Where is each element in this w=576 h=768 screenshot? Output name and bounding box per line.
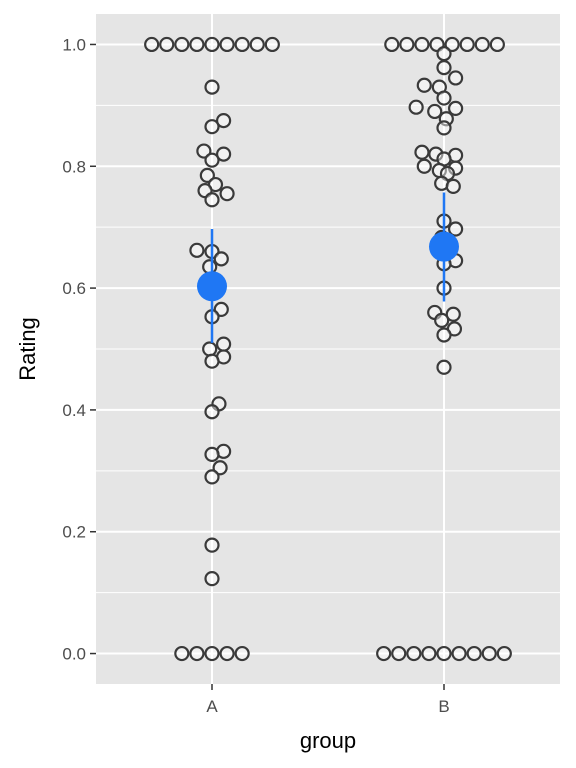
- data-point: [466, 645, 482, 662]
- data-point: [436, 59, 452, 76]
- y-tick-label: 0.8: [62, 157, 86, 176]
- summary-marks: [197, 192, 459, 343]
- data-point: [448, 70, 464, 86]
- data-point: [204, 571, 220, 587]
- data-point: [219, 645, 235, 662]
- data-point: [445, 178, 461, 194]
- data-point: [264, 36, 280, 53]
- data-point: [199, 167, 215, 184]
- data-point: [234, 36, 250, 53]
- data-point: [489, 36, 505, 53]
- data-point: [202, 341, 218, 357]
- y-tick-label: 0.2: [62, 523, 86, 542]
- x-tick-label: B: [438, 697, 449, 716]
- mean-point: [197, 271, 227, 302]
- data-point: [213, 251, 229, 267]
- data-point: [399, 36, 415, 53]
- data-point: [436, 327, 452, 343]
- data-point: [448, 100, 464, 117]
- data-point: [481, 645, 497, 662]
- mean-point: [429, 231, 459, 262]
- data-point: [189, 36, 205, 53]
- data-point: [216, 146, 232, 162]
- x-tick-label: A: [206, 697, 218, 716]
- data-point: [219, 186, 235, 202]
- data-point: [204, 537, 220, 553]
- y-axis-title: Rating: [15, 317, 40, 381]
- data-point: [204, 152, 220, 168]
- y-tick-label: 1.0: [62, 35, 86, 54]
- data-points: [144, 36, 512, 662]
- data-point: [474, 36, 490, 53]
- data-point: [445, 306, 461, 322]
- y-tick-label: 0.4: [62, 401, 86, 420]
- data-point: [204, 645, 220, 662]
- x-axis-title: group: [300, 728, 356, 753]
- data-point: [384, 36, 400, 53]
- data-point: [144, 36, 160, 53]
- data-point: [212, 460, 228, 476]
- data-point: [159, 36, 175, 53]
- data-point: [216, 336, 232, 352]
- data-point: [204, 192, 220, 208]
- data-point: [406, 645, 422, 662]
- data-point: [451, 645, 467, 662]
- data-point: [444, 36, 460, 53]
- data-point: [204, 404, 220, 420]
- data-point: [459, 36, 475, 53]
- data-point: [436, 359, 452, 375]
- y-tick-label: 0.6: [62, 279, 86, 298]
- data-point: [216, 112, 232, 129]
- data-point: [204, 119, 220, 135]
- data-point: [234, 645, 250, 662]
- data-point: [219, 36, 235, 53]
- data-point: [428, 146, 444, 162]
- data-point: [434, 312, 450, 328]
- data-point: [436, 645, 452, 662]
- data-point: [436, 45, 452, 62]
- y-axis: 0.0 0.2 0.4 0.6 0.8 1.0: [62, 35, 96, 664]
- data-point: [204, 353, 220, 369]
- data-point: [436, 120, 452, 136]
- data-point: [416, 158, 432, 174]
- data-point: [421, 645, 437, 662]
- data-point: [391, 645, 407, 662]
- data-point: [408, 99, 424, 115]
- data-point: [414, 144, 430, 160]
- data-point: [196, 143, 212, 159]
- y-tick-label: 0.0: [62, 645, 86, 664]
- data-point: [204, 79, 220, 95]
- data-point: [189, 645, 205, 662]
- data-point: [204, 446, 220, 462]
- data-point: [496, 645, 512, 662]
- data-point: [427, 103, 443, 120]
- data-point: [174, 645, 190, 662]
- data-point: [189, 242, 205, 258]
- data-point: [249, 36, 265, 53]
- data-point: [202, 259, 218, 275]
- data-point: [436, 90, 452, 106]
- data-point: [414, 36, 430, 53]
- data-point: [204, 36, 220, 53]
- data-point: [416, 77, 432, 93]
- data-point: [376, 645, 392, 662]
- data-point: [174, 36, 190, 53]
- data-point: [448, 221, 464, 237]
- data-point: [204, 469, 220, 485]
